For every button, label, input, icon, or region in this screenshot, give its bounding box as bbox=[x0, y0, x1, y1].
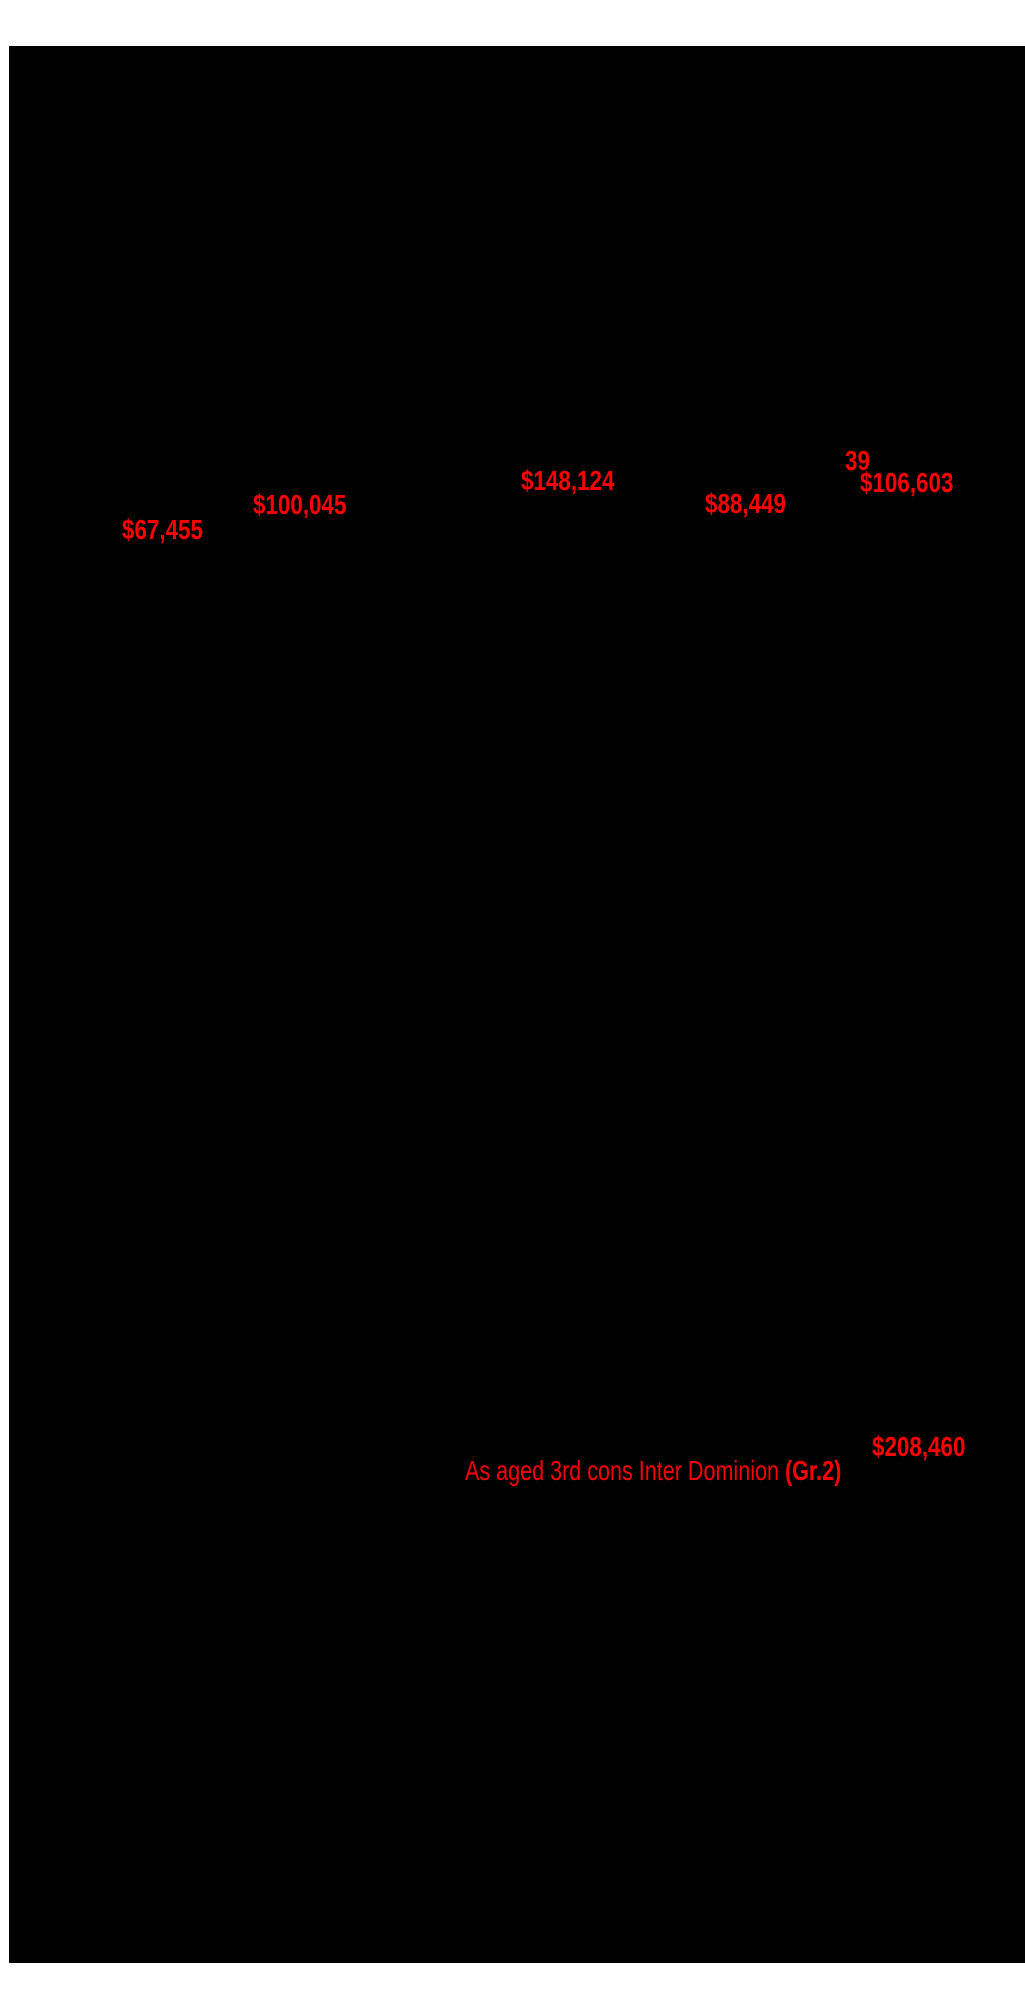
earnings-value-148124: $148,124 bbox=[521, 465, 615, 496]
earnings-value-67455: $67,455 bbox=[122, 514, 203, 545]
earnings-value-100045: $100,045 bbox=[253, 489, 347, 520]
earnings-value-106603: $106,603 bbox=[860, 467, 954, 498]
race-note-grade: (Gr.2) bbox=[784, 1455, 842, 1486]
stat-count-value: 39 bbox=[845, 445, 870, 476]
earnings-value-88449: $88,449 bbox=[705, 488, 786, 519]
document-dark-region bbox=[9, 46, 1025, 1963]
earnings-total-208460: $208,460 bbox=[872, 1431, 966, 1462]
race-note: As aged 3rd cons Inter Dominion (Gr.2) bbox=[465, 1457, 841, 1485]
race-note-text: As aged 3rd cons Inter Dominion bbox=[465, 1455, 785, 1486]
